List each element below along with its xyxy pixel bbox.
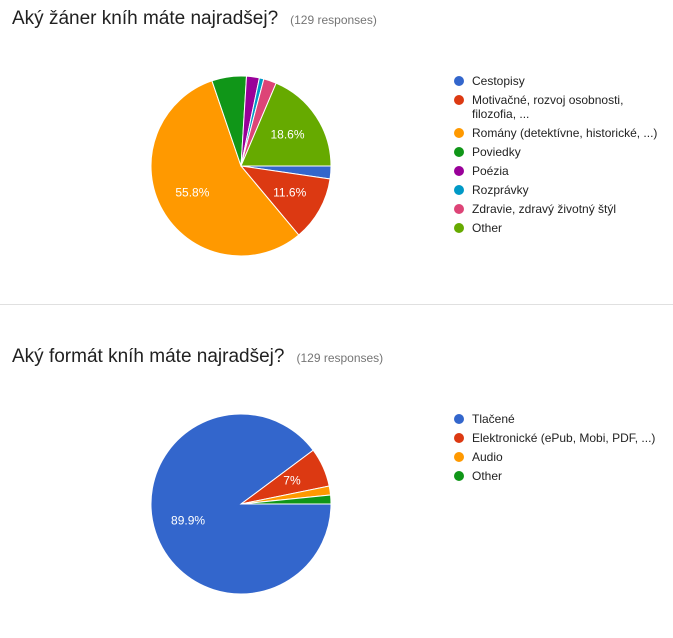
legend-swatch — [454, 452, 464, 462]
legend-item: Audio — [454, 450, 669, 464]
legend-item: Poézia — [454, 164, 669, 178]
chart-title: Aký žáner kníh máte najradšej? — [12, 8, 279, 29]
legend-swatch — [454, 147, 464, 157]
pie-chart: 11.6% 55.8% 18.6% — [150, 75, 332, 257]
legend-label: Cestopisy — [472, 74, 525, 88]
legend-item: Tlačené — [454, 412, 669, 426]
pie-slice — [240, 82, 332, 167]
legend-swatch — [454, 166, 464, 176]
legend: Cestopisy Motivačné, rozvoj osobnosti, fi… — [454, 74, 669, 240]
legend-label: Zdravie, zdravý životný štýl — [472, 202, 617, 216]
chart-header: Aký žáner kníh máte najradšej? (129 respo… — [12, 8, 377, 30]
chart-title: Aký formát kníh máte najradšej? — [12, 346, 285, 367]
legend-label: Poviedky — [472, 145, 521, 159]
legend-swatch — [454, 433, 464, 443]
chart: Aký žáner kníh máte najradšej? (129 respo… — [0, 0, 673, 300]
legend-item: Cestopisy — [454, 74, 669, 88]
legend-label: Elektronické (ePub, Mobi, PDF, ...) — [472, 431, 656, 445]
chart: Aký formát kníh máte najradšej? (129 resp… — [0, 338, 673, 638]
response-count: (129 responses) — [296, 351, 384, 365]
pie-slice — [150, 80, 300, 257]
legend-item: Other — [454, 221, 669, 235]
legend-item: Motivačné, rozvoj osobnosti, filozofia, … — [454, 93, 669, 121]
legend-label: Romány (detektívne, historické, ...) — [472, 126, 658, 140]
legend-swatch — [454, 95, 464, 105]
legend-label: Motivačné, rozvoj osobnosti, filozofia, … — [472, 93, 624, 121]
legend: Tlačené Elektronické (ePub, Mobi, PDF, ..… — [454, 412, 669, 488]
legend-swatch — [454, 76, 464, 86]
legend-label: Tlačené — [472, 412, 515, 426]
legend-label: Other — [472, 221, 503, 235]
legend-item: Zdravie, zdravý životný štýl — [454, 202, 669, 216]
legend-swatch — [454, 414, 464, 424]
pie-slice — [240, 494, 332, 505]
slice-label: 89.9% — [171, 514, 205, 528]
slice-label: 18.6% — [271, 127, 305, 141]
legend-item: Rozprávky — [454, 183, 669, 197]
page: (() => { const data = JSON.parse(documen… — [0, 0, 673, 594]
legend-swatch — [454, 185, 464, 195]
legend-label: Other — [472, 469, 503, 483]
legend-label: Rozprávky — [472, 183, 529, 197]
legend-item: Elektronické (ePub, Mobi, PDF, ...) — [454, 431, 669, 445]
legend-label: Poézia — [472, 164, 509, 178]
legend-swatch — [454, 204, 464, 214]
slice-label: 7% — [283, 473, 301, 487]
legend-item: Other — [454, 469, 669, 483]
legend-item: Poviedky — [454, 145, 669, 159]
pie-slice — [239, 165, 331, 236]
pie-chart: 89.9% 7% — [150, 413, 332, 595]
legend-swatch — [454, 471, 464, 481]
legend-label: Audio — [472, 450, 503, 464]
legend-swatch — [454, 128, 464, 138]
legend-swatch — [454, 223, 464, 233]
slice-label: 55.8% — [175, 186, 209, 200]
chart-header: Aký formát kníh máte najradšej? (129 resp… — [12, 346, 383, 368]
legend-item: Romány (detektívne, historické, ...) — [454, 126, 669, 140]
response-count: (129 responses) — [290, 13, 377, 27]
divider — [0, 304, 673, 305]
slice-label: 11.6% — [273, 185, 306, 199]
